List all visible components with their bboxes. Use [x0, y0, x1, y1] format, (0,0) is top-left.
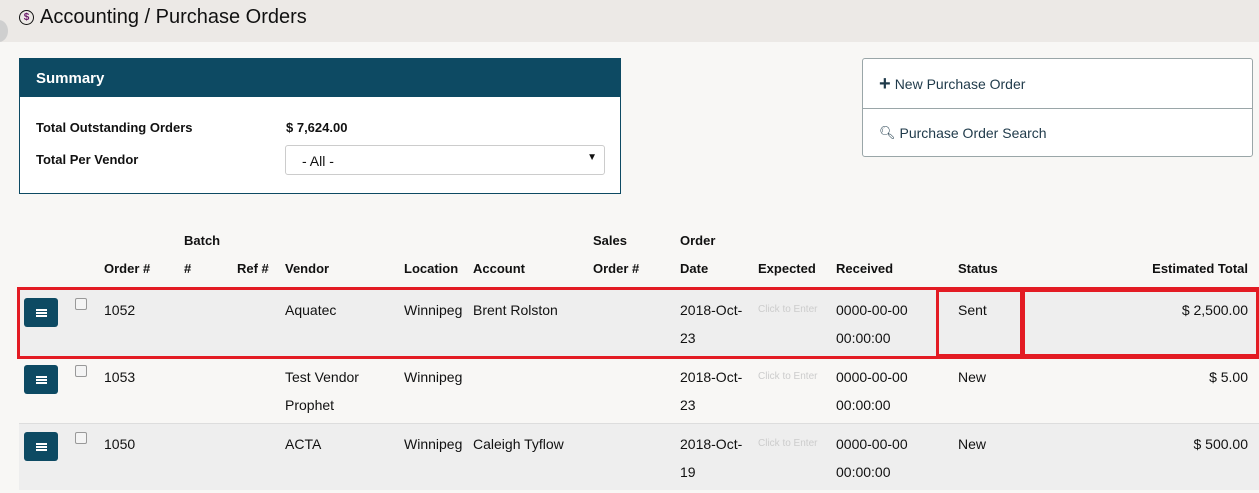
row-checkbox[interactable]: [75, 365, 87, 377]
vendor-label: Total Per Vendor: [36, 152, 139, 167]
cell-order: 1050: [104, 436, 136, 452]
cell-rec2: 00:00:00: [836, 330, 891, 346]
cell-rec1: 0000-00-00: [836, 436, 908, 452]
caret-down-icon: ▼: [587, 152, 597, 163]
header-received[interactable]: Received: [836, 261, 894, 276]
page-title-text: Accounting / Purchase Orders: [40, 6, 307, 28]
header-account[interactable]: Account: [473, 261, 525, 276]
row-checkbox[interactable]: [75, 432, 87, 444]
header-batch[interactable]: Batch: [184, 233, 221, 248]
plus-icon: +: [879, 72, 891, 95]
cell-expected[interactable]: Click to Enter: [758, 304, 818, 315]
vendor-select-value: - All -: [302, 153, 334, 169]
new-po-label: New Purchase Order: [894, 75, 1026, 92]
header-vendor[interactable]: Vendor: [285, 261, 330, 276]
search-label: Purchase Order Search: [899, 125, 1047, 141]
actions-panel: + New Purchase Order 🔍︎ Purchase Order Sea…: [862, 58, 1253, 157]
cell-date2: 23: [680, 330, 696, 346]
cell-total: $ 5.00: [1209, 369, 1248, 385]
cell-date1: 2018-Oct-: [680, 302, 743, 318]
header-location[interactable]: Location: [404, 261, 459, 276]
dollar-circle-icon: $: [19, 10, 34, 25]
cell-vendor1: Aquatec: [285, 302, 337, 318]
list-icon: [35, 445, 47, 448]
row-menu-button[interactable]: [24, 365, 58, 394]
cell-date1: 2018-Oct-: [680, 369, 743, 385]
cell-rec2: 00:00:00: [836, 464, 891, 480]
page-header: [0, 0, 1259, 42]
row-menu-button[interactable]: [24, 298, 58, 327]
header-expected[interactable]: Expected: [758, 261, 816, 276]
cell-vendor2: Prophet: [285, 397, 335, 413]
purchase-order-search-button[interactable]: 🔍︎ Purchase Order Search: [863, 108, 1252, 157]
search-icon: 🔍︎: [879, 125, 896, 140]
cell-location: Winnipeg: [404, 302, 463, 318]
table-row: 1053 Test Vendor Prophet Winnipeg 2018-Oct- 2…: [19, 356, 1259, 423]
cell-location: Winnipeg: [404, 369, 463, 385]
row-menu-button[interactable]: [24, 432, 58, 461]
row-checkbox[interactable]: [75, 298, 87, 310]
cell-expected[interactable]: Click to Enter: [758, 371, 818, 382]
sidebar-toggle[interactable]: [0, 20, 8, 42]
list-icon: [35, 311, 47, 314]
cell-status: New: [958, 369, 987, 385]
cell-total: $ 2,500.00: [1181, 302, 1248, 318]
cell-order: 1053: [104, 369, 136, 385]
cell-location: Winnipeg: [404, 436, 463, 452]
summary-heading: Summary: [20, 59, 620, 97]
table-row: 1052 Aquatec Winnipeg Brent Rolston 2018-Oct…: [19, 289, 1259, 356]
cell-date2: 19: [680, 464, 696, 480]
header-sales-order[interactable]: Sales: [593, 233, 627, 248]
cell-rec1: 0000-00-00: [836, 302, 908, 318]
header-estimated-total[interactable]: Estimated Total: [1152, 261, 1248, 276]
header-batch-2: #: [184, 261, 192, 276]
new-purchase-order-button[interactable]: + New Purchase Order: [863, 59, 1252, 108]
header-order[interactable]: Order #: [104, 261, 151, 276]
cell-date2: 23: [680, 397, 696, 413]
header-order-date-2: Date: [680, 261, 709, 276]
outstanding-label: Total Outstanding Orders: [36, 120, 193, 135]
cell-vendor1: Test Vendor: [285, 369, 359, 385]
cell-status: New: [958, 436, 987, 452]
cell-expected[interactable]: Click to Enter: [758, 438, 818, 449]
list-icon: [35, 378, 47, 381]
page-title: $ Accounting / Purchase Orders: [19, 6, 307, 29]
summary-panel: Summary Total Outstanding Orders $ 7,624…: [19, 58, 621, 194]
cell-account: Caleigh Tyflow: [473, 436, 564, 452]
header-sales-order-2: Order #: [593, 261, 640, 276]
header-ref[interactable]: Ref #: [237, 261, 269, 276]
cell-account: Brent Rolston: [473, 302, 558, 318]
cell-total: $ 500.00: [1193, 436, 1249, 452]
outstanding-value: $ 7,624.00: [286, 120, 348, 135]
cell-vendor1: ACTA: [285, 436, 322, 452]
header-order-date[interactable]: Order: [680, 233, 716, 248]
cell-status: Sent: [958, 302, 987, 318]
cell-rec2: 00:00:00: [836, 397, 891, 413]
cell-date1: 2018-Oct-: [680, 436, 743, 452]
cell-order: 1052: [104, 302, 136, 318]
header-status[interactable]: Status: [958, 261, 998, 276]
table-row: 1050 ACTA Winnipeg Caleigh Tyflow 2018-Oct- 1…: [19, 423, 1259, 490]
cell-rec1: 0000-00-00: [836, 369, 908, 385]
vendor-select[interactable]: - All - ▼: [285, 145, 605, 175]
